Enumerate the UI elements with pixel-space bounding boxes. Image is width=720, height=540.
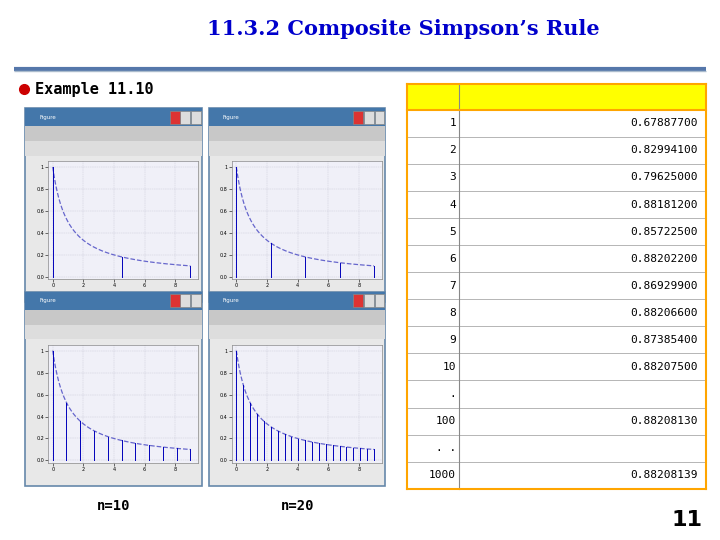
Text: 2: 2 <box>449 145 456 156</box>
Text: n=2: n=2 <box>102 316 126 330</box>
Bar <box>407 245 706 272</box>
Bar <box>209 310 385 325</box>
Bar <box>364 294 374 307</box>
Text: 7: 7 <box>449 281 456 291</box>
Bar <box>407 137 706 164</box>
Bar <box>354 294 363 307</box>
Text: 0.79625000: 0.79625000 <box>631 172 698 183</box>
Text: Using composite Simpson's Rule: Using composite Simpson's Rule <box>482 92 683 102</box>
Text: 5: 5 <box>449 227 456 237</box>
Text: 1000: 1000 <box>429 470 456 480</box>
Text: 0.85722500: 0.85722500 <box>631 227 698 237</box>
Text: 8: 8 <box>449 308 456 318</box>
Text: 9: 9 <box>449 335 456 345</box>
Text: Figure: Figure <box>223 298 240 303</box>
Bar <box>209 292 385 486</box>
Text: Example 11.10: Example 11.10 <box>35 82 153 97</box>
Bar <box>407 299 706 326</box>
Text: n=4: n=4 <box>285 316 310 330</box>
Bar <box>25 141 202 156</box>
Text: 0.88208139: 0.88208139 <box>631 470 698 480</box>
Bar <box>170 294 179 307</box>
Bar <box>209 292 385 310</box>
Bar <box>209 108 385 302</box>
Bar <box>407 353 706 381</box>
Text: n: n <box>428 90 437 103</box>
Text: Figure: Figure <box>40 298 56 303</box>
Bar <box>25 108 202 302</box>
Bar <box>25 325 202 339</box>
Text: 0.88207500: 0.88207500 <box>631 362 698 372</box>
Bar <box>407 462 706 489</box>
Text: 1: 1 <box>449 118 456 129</box>
Bar <box>181 294 190 307</box>
Bar <box>374 111 384 124</box>
Text: .: . <box>449 389 456 399</box>
Bar <box>407 326 706 353</box>
Bar <box>407 381 706 408</box>
Text: 0.86929900: 0.86929900 <box>631 281 698 291</box>
Bar <box>407 272 706 299</box>
Bar <box>25 310 202 325</box>
Bar <box>407 218 706 245</box>
Bar <box>25 292 202 310</box>
Text: 0.82994100: 0.82994100 <box>631 145 698 156</box>
Text: 11.3.2 Composite Simpson’s Rule: 11.3.2 Composite Simpson’s Rule <box>207 19 600 39</box>
Bar <box>407 191 706 218</box>
Bar <box>354 111 363 124</box>
Text: n=10: n=10 <box>97 500 130 514</box>
Bar <box>364 111 374 124</box>
Text: 0.88202200: 0.88202200 <box>631 254 698 264</box>
Bar <box>407 164 706 191</box>
Text: 0.67887700: 0.67887700 <box>631 118 698 129</box>
Text: 0.88206600: 0.88206600 <box>631 308 698 318</box>
Text: 0.88208130: 0.88208130 <box>631 416 698 426</box>
Text: Figure: Figure <box>223 114 240 120</box>
Bar <box>181 111 190 124</box>
Bar <box>209 126 385 141</box>
Bar <box>407 408 706 435</box>
Text: 0.87385400: 0.87385400 <box>631 335 698 345</box>
Text: Figure: Figure <box>40 114 56 120</box>
Text: 4: 4 <box>449 200 456 210</box>
Text: . .: . . <box>436 443 456 453</box>
Text: 100: 100 <box>436 416 456 426</box>
Bar <box>170 111 179 124</box>
Bar <box>209 325 385 339</box>
Bar <box>25 126 202 141</box>
Bar <box>374 294 384 307</box>
Text: 11: 11 <box>671 510 702 530</box>
Text: 6: 6 <box>449 254 456 264</box>
Bar <box>191 294 201 307</box>
Bar <box>407 435 706 462</box>
Text: 0.88181200: 0.88181200 <box>631 200 698 210</box>
Bar <box>407 84 706 110</box>
Bar <box>191 111 201 124</box>
Text: 3: 3 <box>449 172 456 183</box>
Text: n=20: n=20 <box>281 500 314 514</box>
Bar <box>25 108 202 126</box>
Bar <box>25 292 202 486</box>
Bar <box>407 110 706 137</box>
Bar <box>209 141 385 156</box>
Bar <box>209 108 385 126</box>
Text: 10: 10 <box>443 362 456 372</box>
